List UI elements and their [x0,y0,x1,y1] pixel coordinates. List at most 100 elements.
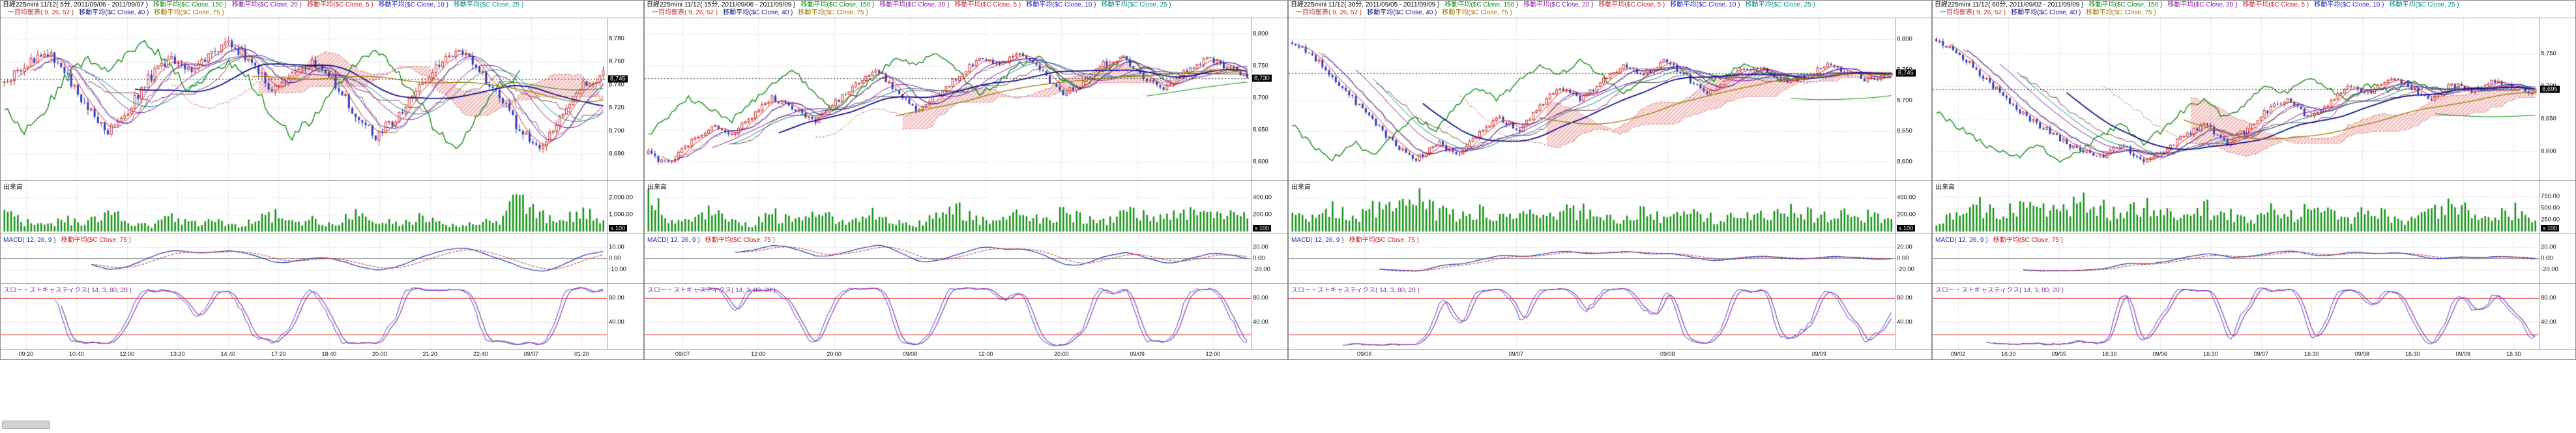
volume-tick-label: 750.00 [2541,192,2560,200]
macd-chart[interactable] [1933,233,2539,283]
macd-section-label-row: MACD( 12, 26, 9 ) 移動平均($C Close, 75 ) [647,234,775,244]
volume-unit-badge: x 100 [2541,225,2560,231]
macd-chart[interactable] [1,233,607,283]
bottom-whitespace [0,360,2576,433]
indicator-label: 移動平均($C Close, 40 ) [2011,9,2081,16]
volume-label: 出来高 [3,184,23,191]
time-axis-label: 17:20 [271,351,286,357]
price-axis: 8,800 8,750 8,700 8,650 8,600 8,730 [1251,18,1287,180]
volume-label: 出来高 [647,184,667,191]
macd-axis: 20.00 0.00 -20.00 [1895,233,1931,283]
time-axis[interactable]: 09/02 16:30 09/05 16:30 09/06 16:30 09/07 16:30… [1933,349,2575,359]
chart-title: 日経225mini 11/12( 60分, 2011/09/02 - 2011/… [1935,1,2084,8]
price-tick-label: 8,800 [1253,30,1268,38]
macd-chart[interactable] [1289,233,1895,283]
stochastics-tick-label: 40.00 [2541,318,2556,326]
current-price-badge: 8,745 [1896,69,1916,77]
horizontal-scrollbar-thumb[interactable] [2,421,50,429]
macd-section: MACD( 12, 26, 9 ) 移動平均($C Close, 75 ) 20.… [1933,233,2575,283]
time-axis-label: 21:20 [422,351,438,357]
stochastics-axis: 80.00 40.00 [1251,284,1287,349]
indicator-label: 移動平均($C Close, 20 ) [2167,1,2238,8]
time-axis[interactable]: 09:20 10:40 12:00 13:20 14:40 17:20 18:40 20:00… [1,349,643,359]
indicator-label: 移動平均($C Close, 25 ) [453,1,524,8]
candlestick-chart[interactable] [645,18,1251,180]
volume-section: 出来高 400.00 200.00 x 100 [645,180,1287,233]
price-tick-label: 8,740 [609,81,624,89]
time-axis-label: 09/06 [1356,351,1372,357]
volume-label: 出来高 [1291,184,1311,191]
indicator-label: 移動平均($C Close, 150 ) [2088,1,2163,8]
candlestick-chart[interactable] [1289,18,1895,180]
time-axis-label: 09/07 [675,351,690,357]
macd-ma-label: 移動平均($C Close, 75 ) [1349,237,1419,244]
candlestick-chart[interactable] [1,18,607,180]
time-axis-label: 16:30 [2304,351,2319,357]
macd-tick-label: 0.00 [609,254,621,262]
price-chart-section: 8,800 8,750 8,700 8,650 8,600 8,730 [645,18,1287,180]
indicator-label: 移動平均($C Close, 5 ) [306,1,373,8]
time-axis-label: 09/06 [2152,351,2168,357]
macd-tick-label: 20.00 [1253,243,1268,251]
stochastics-chart[interactable] [1,284,607,349]
time-axis-label: 12:00 [1205,351,1221,357]
time-axis-label: 09/05 [2051,351,2067,357]
time-axis-label: 12:00 [119,351,135,357]
panel-title-row: 日経225mini 11/12( 30分, 2011/09/05 - 2011/… [1291,1,1929,9]
time-axis[interactable]: 09/06 09/07 09/08 09/09 [1289,349,1931,359]
price-tick-label: 8,700 [1253,94,1268,102]
indicator-label: 移動平均($C Close, 40 ) [79,9,149,16]
indicator-label: 移動平均($C Close, 5 ) [954,1,1021,8]
panel-title-row: 日経225mini 11/12( 15分, 2011/09/06 - 2011/… [647,1,1285,9]
volume-tick-label: 200.00 [1253,211,1272,218]
macd-tick-label: -10.00 [609,265,626,273]
stochastics-section-label-row: スロー・ストキャスティクス( 14, 3, 80, 20 ) [3,284,132,294]
volume-axis: 2,000.00 1,000.00 x 100 [607,181,643,233]
time-axis-label: 09/02 [1950,351,1966,357]
stochastics-section-label-row: スロー・ストキャスティクス( 14, 3, 80, 20 ) [647,284,776,294]
indicator-label: 一目均衡表( 9, 26, 52 ) [652,9,718,16]
time-axis-label: 20:00 [1054,351,1069,357]
stochastics-tick-label: 40.00 [1253,318,1268,326]
time-axis-label: 14:40 [220,351,236,357]
macd-section-label-row: MACD( 12, 26, 9 ) 移動平均($C Close, 75 ) [1291,234,1419,244]
macd-label: MACD( 12, 26, 9 ) [1291,237,1344,244]
macd-tick-label: 10.00 [609,243,624,251]
stochastics-section: スロー・ストキャスティクス( 14, 3, 80, 20 ) 80.00 40.0… [1289,283,1931,349]
volume-axis: 400.00 200.00 x 100 [1895,181,1931,233]
volume-chart[interactable] [1933,181,2539,233]
volume-tick-label: 2,000.00 [609,194,633,202]
stochastics-tick-label: 40.00 [609,318,624,326]
stochastics-chart[interactable] [1289,284,1895,349]
indicator-label: 移動平均($C Close, 75 ) [798,9,868,16]
time-axis-label: 09/09 [1811,351,1827,357]
macd-tick-label: 20.00 [1897,243,1912,251]
volume-label: 出来高 [1935,184,1955,191]
stochastics-chart[interactable] [645,284,1251,349]
indicator-label: 移動平均($C Close, 150 ) [800,1,875,8]
indicator-label: 移動平均($C Close, 75 ) [2086,9,2156,16]
volume-chart[interactable] [645,181,1251,233]
volume-chart[interactable] [1289,181,1895,233]
price-tick-label: 8,600 [1897,158,1912,166]
stochastics-chart[interactable] [1933,284,2539,349]
chart-title: 日経225mini 11/12( 15分, 2011/09/06 - 2011/… [647,1,796,8]
time-axis-label: 09/07 [2253,351,2269,357]
macd-chart[interactable] [645,233,1251,283]
macd-section-label-row: MACD( 12, 26, 9 ) 移動平均($C Close, 75 ) [1935,234,2063,244]
volume-tick-label: 500.00 [2541,204,2560,212]
stochastics-section: スロー・ストキャスティクス( 14, 3, 80, 20 ) 80.00 40.0… [1,283,643,349]
volume-chart[interactable] [1,181,607,233]
time-axis-label: 20:00 [372,351,387,357]
time-axis[interactable]: 09/07 12:00 20:00 09/08 12:00 20:00 09/09 12:00 [645,349,1287,359]
volume-tick-label: 400.00 [1253,194,1272,202]
price-axis: 8,780 8,760 8,740 8,720 8,700 8,680 8,745 [607,18,643,180]
volume-section: 出来高 750.00 500.00 250.00 x 100 [1933,180,2575,233]
time-axis-label: 16:30 [2000,351,2016,357]
candlestick-chart[interactable] [1933,18,2539,180]
